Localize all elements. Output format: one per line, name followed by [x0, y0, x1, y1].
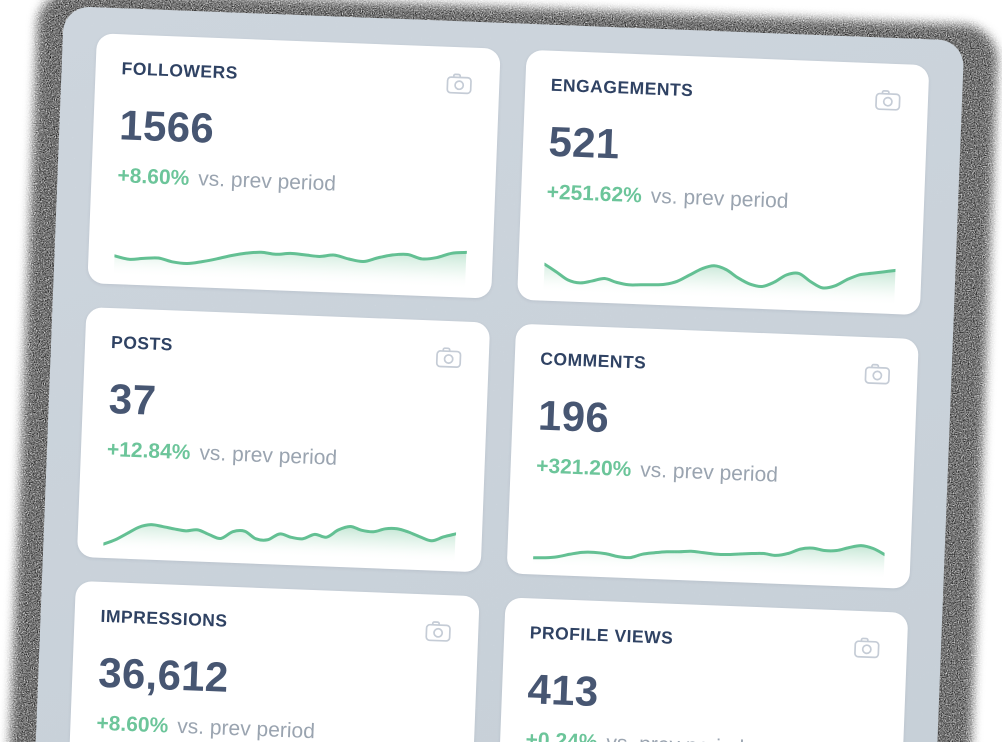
delta-suffix: vs. prev period: [639, 458, 779, 487]
metric-value: 413: [526, 665, 600, 716]
stat-card-followers: FOLLOWERS 1566: [87, 33, 501, 299]
metric-delta: +0.24% vs. prev period: [525, 728, 877, 742]
metric-value: 196: [537, 391, 610, 442]
card-header: IMPRESSIONS: [100, 606, 452, 643]
stat-card-posts: POSTS 37: [76, 307, 490, 573]
delta-suffix: vs. prev period: [606, 732, 745, 742]
stat-card-profile-views: PROFILE VIEWS 413: [495, 597, 909, 742]
metric-value: 1566: [118, 101, 215, 152]
card-title: POSTS: [110, 332, 174, 355]
metric-delta: +8.60% vs. prev period: [117, 164, 469, 201]
card-header: ENGAGEMENTS: [550, 75, 902, 112]
delta-percent: +0.24%: [525, 728, 598, 742]
delta-percent: +12.84%: [106, 438, 191, 465]
card-header: FOLLOWERS: [121, 58, 473, 95]
camera-icon: [864, 363, 891, 385]
camera-icon: [435, 347, 461, 368]
delta-suffix: vs. prev period: [198, 441, 338, 470]
card-title: PROFILE VIEWS: [529, 622, 674, 648]
sparkline-chart: [532, 508, 885, 580]
delta-suffix: vs. prev period: [197, 167, 337, 196]
sparkline-chart: [114, 218, 467, 290]
delta-percent: +251.62%: [546, 180, 643, 208]
camera-icon: [854, 637, 880, 659]
metric-delta: +251.62% vs. prev period: [546, 181, 898, 218]
card-header: POSTS: [111, 332, 463, 369]
camera-button[interactable]: [444, 71, 473, 96]
sparkline-chart: [103, 492, 456, 564]
metric-delta: +8.60% vs. prev period: [96, 712, 448, 742]
delta-percent: +8.60%: [96, 711, 169, 738]
metric-delta: +321.20% vs. prev period: [536, 455, 888, 492]
stat-card-impressions: IMPRESSIONS 36,612: [66, 580, 480, 742]
metric-value: 36,612: [97, 648, 230, 701]
sparkline-chart: [543, 235, 896, 307]
card-title: ENGAGEMENTS: [550, 74, 694, 101]
stat-card-engagements: ENGAGEMENTS 521: [516, 49, 930, 316]
camera-button[interactable]: [434, 344, 463, 369]
stat-card-comments: COMMENTS 196: [506, 323, 919, 589]
stats-grid: FOLLOWERS 1566: [31, 6, 964, 742]
card-title: FOLLOWERS: [121, 58, 239, 83]
camera-button[interactable]: [423, 618, 452, 643]
delta-percent: +321.20%: [535, 454, 632, 482]
dashboard-panel: FOLLOWERS 1566: [31, 6, 965, 742]
camera-button[interactable]: [863, 361, 892, 386]
camera-button[interactable]: [874, 87, 903, 112]
delta-suffix: vs. prev period: [650, 184, 789, 214]
camera-icon: [424, 621, 451, 642]
card-title: IMPRESSIONS: [100, 605, 228, 631]
camera-button[interactable]: [853, 635, 882, 660]
card-title: COMMENTS: [539, 348, 647, 373]
camera-icon: [875, 89, 901, 111]
card-header: PROFILE VIEWS: [529, 622, 881, 659]
tilted-scene: FOLLOWERS 1566: [4, 0, 999, 742]
metric-value: 37: [108, 375, 158, 424]
metric-value: 521: [547, 117, 621, 168]
card-header: COMMENTS: [540, 349, 892, 386]
metric-delta: +12.84% vs. prev period: [107, 438, 459, 475]
camera-icon: [445, 73, 472, 95]
delta-percent: +8.60%: [117, 164, 190, 191]
delta-suffix: vs. prev period: [176, 715, 316, 742]
